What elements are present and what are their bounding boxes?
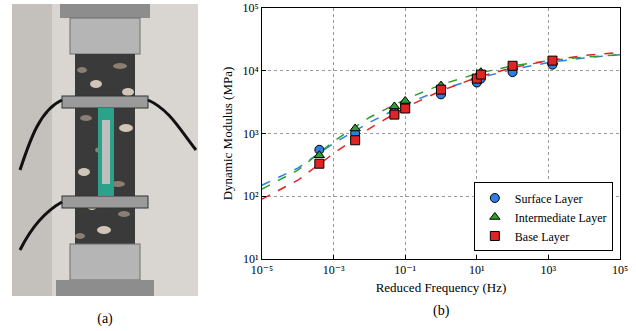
svg-text:10⁵: 10⁵ bbox=[242, 1, 258, 15]
svg-text:10³: 10³ bbox=[541, 263, 557, 277]
svg-text:Reduced Frequency (Hz): Reduced Frequency (Hz) bbox=[376, 280, 507, 295]
svg-text:10²: 10² bbox=[243, 189, 259, 203]
svg-text:10⁴: 10⁴ bbox=[242, 64, 258, 78]
svg-text:Surface Layer: Surface Layer bbox=[515, 192, 583, 206]
svg-text:10⁻³: 10⁻³ bbox=[323, 263, 345, 277]
svg-text:10¹: 10¹ bbox=[243, 252, 259, 266]
svg-text:Dynamic Modulus (MPa): Dynamic Modulus (MPa) bbox=[220, 67, 235, 201]
svg-text:10³: 10³ bbox=[243, 127, 259, 141]
svg-text:10¹: 10¹ bbox=[469, 263, 485, 277]
svg-text:Intermediate Layer: Intermediate Layer bbox=[515, 211, 607, 225]
svg-text:Base Layer: Base Layer bbox=[515, 230, 569, 244]
svg-text:(b): (b) bbox=[433, 303, 450, 319]
svg-text:(a): (a) bbox=[97, 311, 113, 327]
svg-text:10⁵: 10⁵ bbox=[612, 263, 628, 277]
svg-text:10⁻⁵: 10⁻⁵ bbox=[251, 263, 274, 277]
svg-text:10⁻¹: 10⁻¹ bbox=[394, 263, 416, 277]
